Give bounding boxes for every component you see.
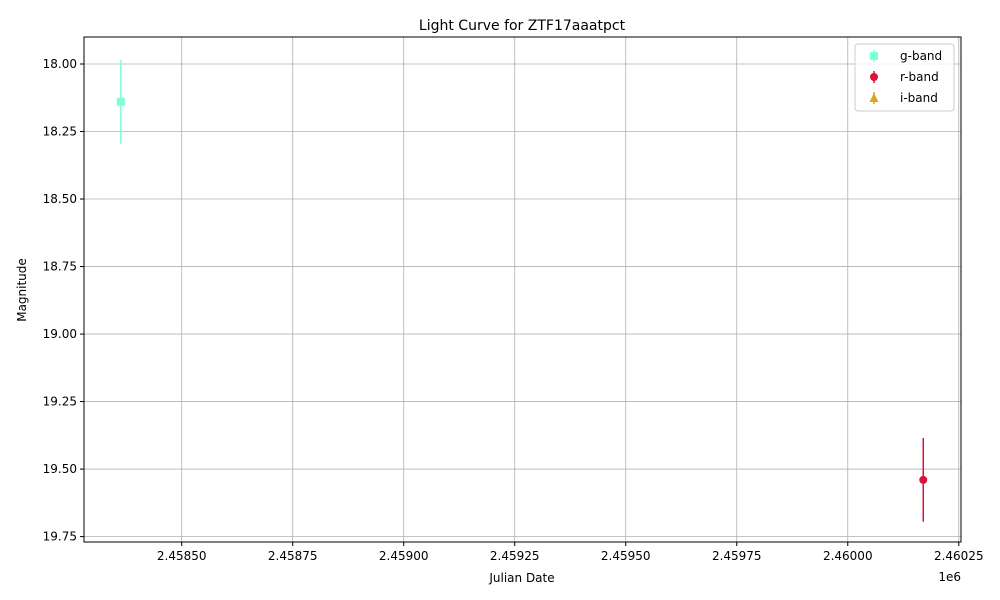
data-point-r-band xyxy=(919,475,928,484)
x-tick-label: 2.45850 xyxy=(157,549,207,563)
x-axis-label: Julian Date xyxy=(488,571,554,585)
x-tick-label: 2.45975 xyxy=(712,549,762,563)
x-offset-label: 1e6 xyxy=(938,570,961,584)
x-tick-label: 2.46025 xyxy=(934,549,984,563)
y-axis-ticks: 18.00 18.25 18.50 18.75 19.00 19.25 19.50 19.75 xyxy=(43,57,84,544)
x-tick-label: 2.46000 xyxy=(823,549,873,563)
legend-marker-g-band xyxy=(870,52,878,60)
y-tick-label: 19.75 xyxy=(43,530,77,544)
legend: g-band r-band i-band xyxy=(854,43,955,112)
legend-label: r-band xyxy=(900,70,939,84)
x-tick-label: 2.45925 xyxy=(490,549,540,563)
x-tick-label: 2.45875 xyxy=(268,549,318,563)
legend-marker-i-band xyxy=(869,93,879,102)
y-tick-label: 19.00 xyxy=(43,327,77,341)
y-tick-label: 18.50 xyxy=(43,192,77,206)
y-tick-label: 19.25 xyxy=(43,395,77,409)
legend-label: g-band xyxy=(900,49,942,63)
y-tick-label: 19.50 xyxy=(43,462,77,476)
plot-area xyxy=(116,59,928,522)
grid-lines xyxy=(84,37,961,542)
data-point-g-band xyxy=(116,97,125,106)
legend-box xyxy=(854,43,955,112)
y-tick-label: 18.00 xyxy=(43,57,77,71)
x-tick-label: 2.45950 xyxy=(601,549,651,563)
plot-frame xyxy=(83,36,962,543)
y-tick-label: 18.25 xyxy=(43,125,77,139)
y-axis-label: Magnitude xyxy=(15,258,29,322)
x-tick-label: 2.45900 xyxy=(379,549,429,563)
x-axis-ticks: 2.45850 2.45875 2.45900 2.45925 2.45950 2.459… xyxy=(157,542,984,563)
legend-label: i-band xyxy=(900,91,938,105)
legend-marker-r-band xyxy=(870,73,878,81)
y-tick-label: 18.75 xyxy=(43,260,77,274)
chart-title: Light Curve for ZTF17aaatpct xyxy=(419,18,626,34)
